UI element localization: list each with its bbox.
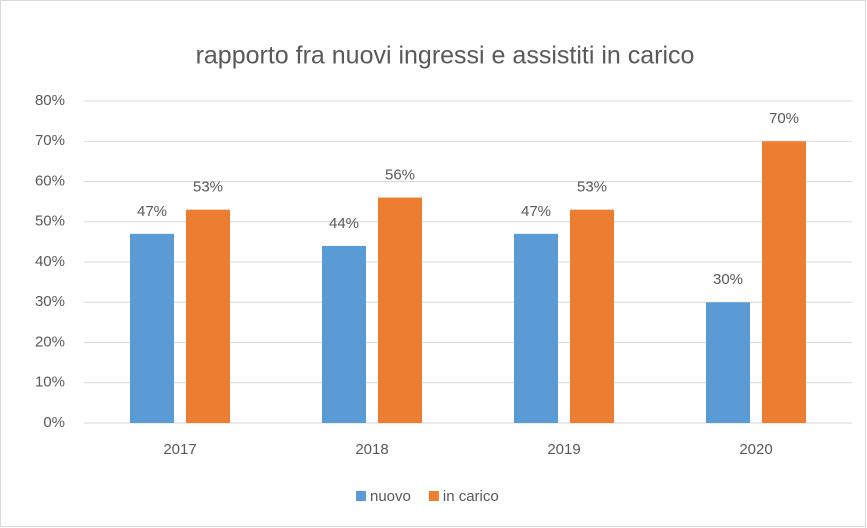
y-tick-label: 30% xyxy=(35,293,65,310)
y-tick-label: 70% xyxy=(35,132,65,149)
y-tick-label: 60% xyxy=(35,172,65,189)
y-tick-label: 50% xyxy=(35,213,65,230)
data-label: 47% xyxy=(137,203,167,220)
data-label: 44% xyxy=(329,215,359,232)
legend-swatch xyxy=(356,491,366,501)
chart-title: rapporto fra nuovi ingressi e assistiti … xyxy=(196,42,695,70)
y-tick-label: 10% xyxy=(35,374,65,391)
x-tick-label: 2019 xyxy=(547,441,580,458)
x-tick-label: 2018 xyxy=(355,441,388,458)
bar xyxy=(378,197,422,423)
bar xyxy=(762,141,806,423)
legend-label: in carico xyxy=(443,488,499,505)
y-tick-label: 80% xyxy=(35,92,65,109)
bar xyxy=(186,209,230,423)
bar xyxy=(130,233,174,423)
data-label: 70% xyxy=(769,110,799,127)
y-tick-label: 0% xyxy=(43,414,65,431)
data-label: 30% xyxy=(713,271,743,288)
x-tick-label: 2020 xyxy=(739,441,772,458)
bar xyxy=(322,245,366,423)
data-label: 56% xyxy=(385,167,415,184)
x-tick-label: 2017 xyxy=(163,441,196,458)
bar xyxy=(514,233,558,423)
data-label: 47% xyxy=(521,203,551,220)
bar xyxy=(706,302,750,423)
bar xyxy=(570,209,614,423)
legend-swatch xyxy=(428,491,439,501)
data-label: 53% xyxy=(577,179,607,196)
data-label: 53% xyxy=(193,179,223,196)
legend-label: nuovo xyxy=(370,488,411,505)
y-tick-label: 40% xyxy=(35,253,65,270)
y-tick-label: 20% xyxy=(35,333,65,350)
